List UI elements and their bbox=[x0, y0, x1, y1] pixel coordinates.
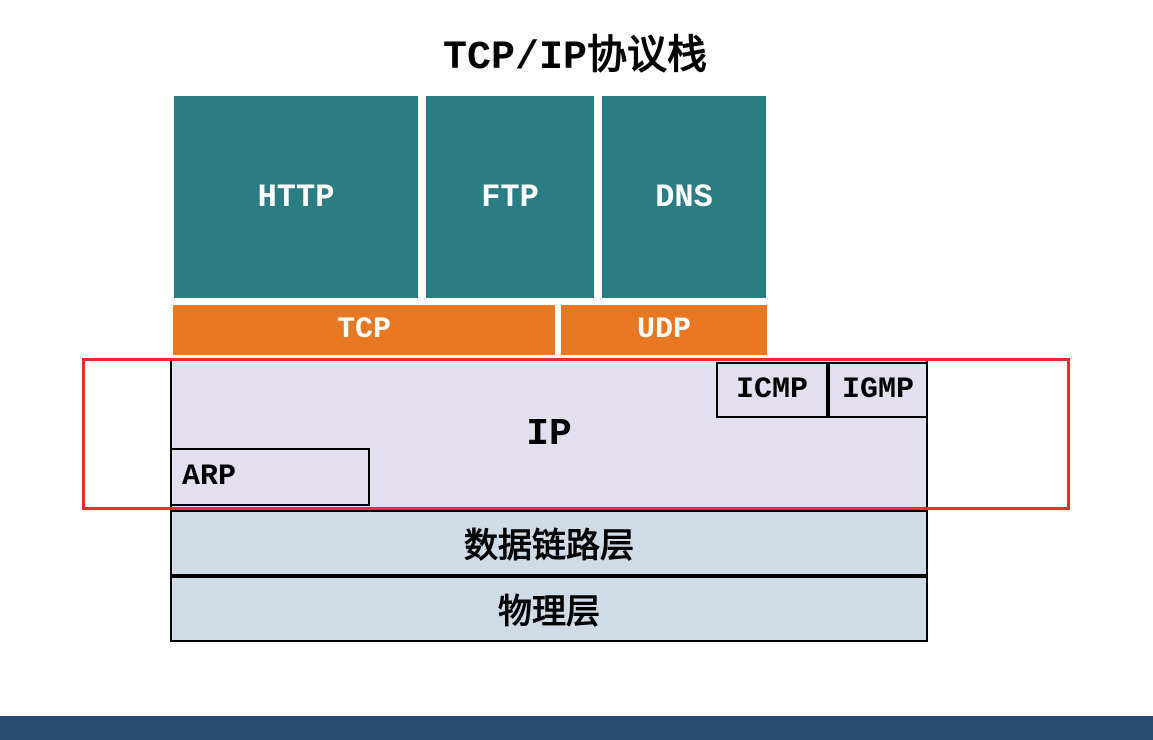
diagram-canvas: TCP/IP协议栈 HTTPFTPDNS TCPUDP IP ICMPIGMPA… bbox=[0, 0, 1153, 740]
app-box-http: HTTP bbox=[170, 92, 422, 302]
highlight-rectangle bbox=[82, 358, 1070, 510]
app-box-dns: DNS bbox=[598, 92, 770, 302]
transport-box-udp: UDP bbox=[558, 302, 770, 358]
lower-layer-数据链路层: 数据链路层 bbox=[170, 510, 928, 576]
app-box-ftp: FTP bbox=[422, 92, 598, 302]
transport-box-tcp: TCP bbox=[170, 302, 558, 358]
lower-layer-物理层: 物理层 bbox=[170, 576, 928, 642]
diagram-title: TCP/IP协议栈 bbox=[350, 22, 800, 81]
bottom-bar bbox=[0, 716, 1153, 740]
